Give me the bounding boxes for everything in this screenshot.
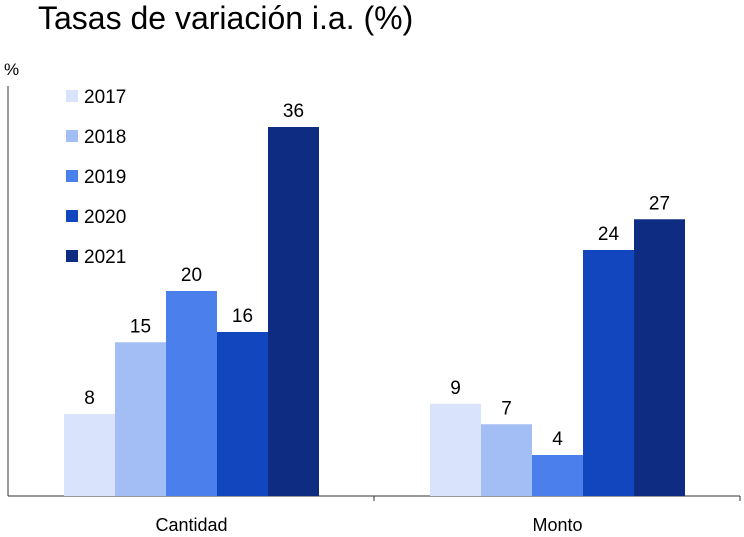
bar-monto-2018 (481, 424, 532, 496)
bar-monto-2020 (583, 250, 634, 496)
bar-monto-2021 (634, 219, 685, 496)
legend-label: 2020 (84, 207, 126, 228)
data-label: 27 (649, 193, 670, 214)
legend-swatch-2020 (66, 210, 78, 222)
legend-swatch-2021 (66, 250, 78, 262)
bar-cantidad-2017 (64, 414, 115, 496)
data-label: 9 (450, 378, 461, 399)
data-label: 24 (598, 224, 620, 245)
bar-cantidad-2021 (268, 127, 319, 496)
data-label: 7 (501, 398, 512, 419)
legend-swatch-2018 (66, 130, 78, 142)
legend-swatch-2017 (66, 90, 78, 102)
data-label: 20 (181, 265, 202, 286)
x-tick-label: Cantidad (155, 515, 227, 535)
bar-cantidad-2018 (115, 342, 166, 496)
legend-label: 2017 (84, 87, 126, 108)
data-label: 8 (84, 388, 95, 409)
data-label: 15 (130, 316, 151, 337)
legend-label: 2021 (84, 247, 126, 268)
y-axis-label: % (4, 60, 19, 79)
bar-monto-2019 (532, 455, 583, 496)
chart-title: Tasas de variación i.a. (%) (38, 0, 414, 36)
bar-monto-2017 (430, 403, 481, 496)
data-label: 4 (552, 429, 563, 450)
bar-cantidad-2019 (166, 291, 217, 496)
data-label: 36 (283, 101, 304, 122)
legend-label: 2018 (84, 127, 126, 148)
legend-swatch-2019 (66, 170, 78, 182)
x-tick-label: Monto (532, 515, 582, 535)
bar-cantidad-2020 (217, 332, 268, 496)
data-label: 16 (232, 306, 253, 327)
legend-label: 2019 (84, 167, 126, 188)
